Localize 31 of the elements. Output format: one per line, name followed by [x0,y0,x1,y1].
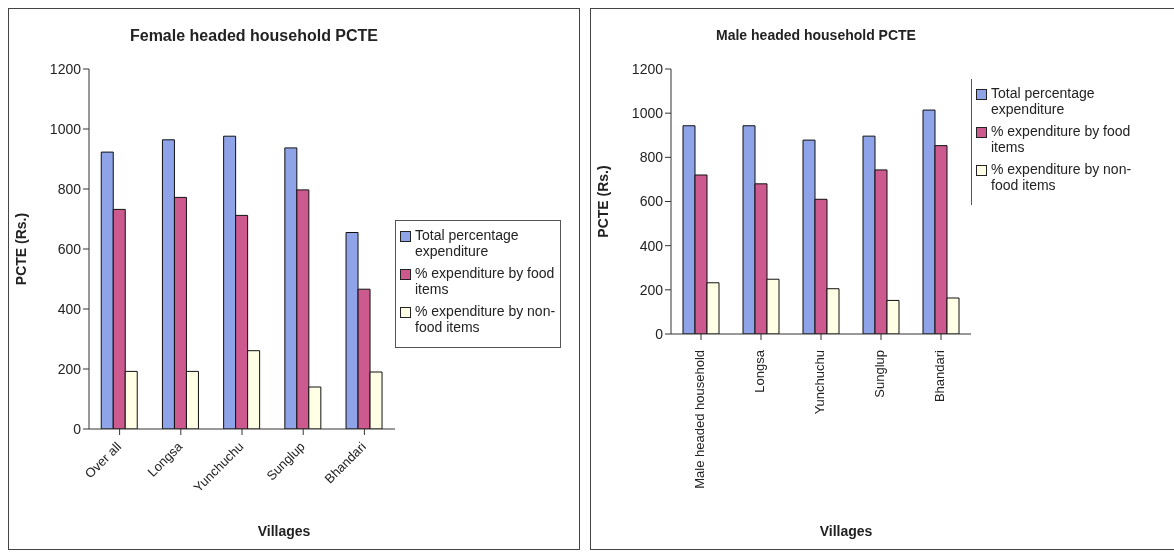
legend-label: Total percentage expenditure [415,227,520,259]
y-tick-label: 600 [57,240,82,257]
legend-label: Total percentage expenditure [991,85,1096,117]
y-tick-label: 0 [73,420,82,437]
y-tick-label: 1200 [631,60,664,77]
legend-label: % expenditure by food items [415,265,556,297]
x-tick-label: Yunchuchu [812,350,828,415]
y-tick-label: 200 [57,360,82,377]
x-tick-label: Sunglup [872,350,888,398]
y-axis-title: PCTE (Rs.) [12,212,29,286]
y-tick-label: 0 [655,325,664,342]
chart-title: Male headed household PCTE [715,27,917,43]
y-axis-title: PCTE (Rs.) [594,165,611,238]
legend-label: % expenditure by non-food items [415,303,556,335]
chart-title: Female headed household PCTE [128,27,379,45]
y-tick-label: 200 [639,281,664,298]
y-tick-label: 400 [57,300,82,317]
y-tick-label: 400 [639,237,664,254]
legend-label: % expenditure by food items [991,123,1132,155]
x-axis-title: Villages [818,523,874,539]
y-tick-label: 800 [639,149,664,166]
y-tick-label: 1000 [631,105,664,122]
y-tick-label: 600 [639,193,664,210]
x-tick-label: Longsa [752,349,768,393]
y-tick-label: 800 [57,180,82,197]
legend-label: % expenditure by non-food items [991,161,1133,193]
x-tick-label: Male headed household [692,350,708,489]
y-tick-label: 1200 [49,60,82,77]
y-tick-label: 1000 [49,120,82,137]
x-tick-label: Bhandari [932,349,948,403]
x-axis-title: Villages [256,523,312,539]
